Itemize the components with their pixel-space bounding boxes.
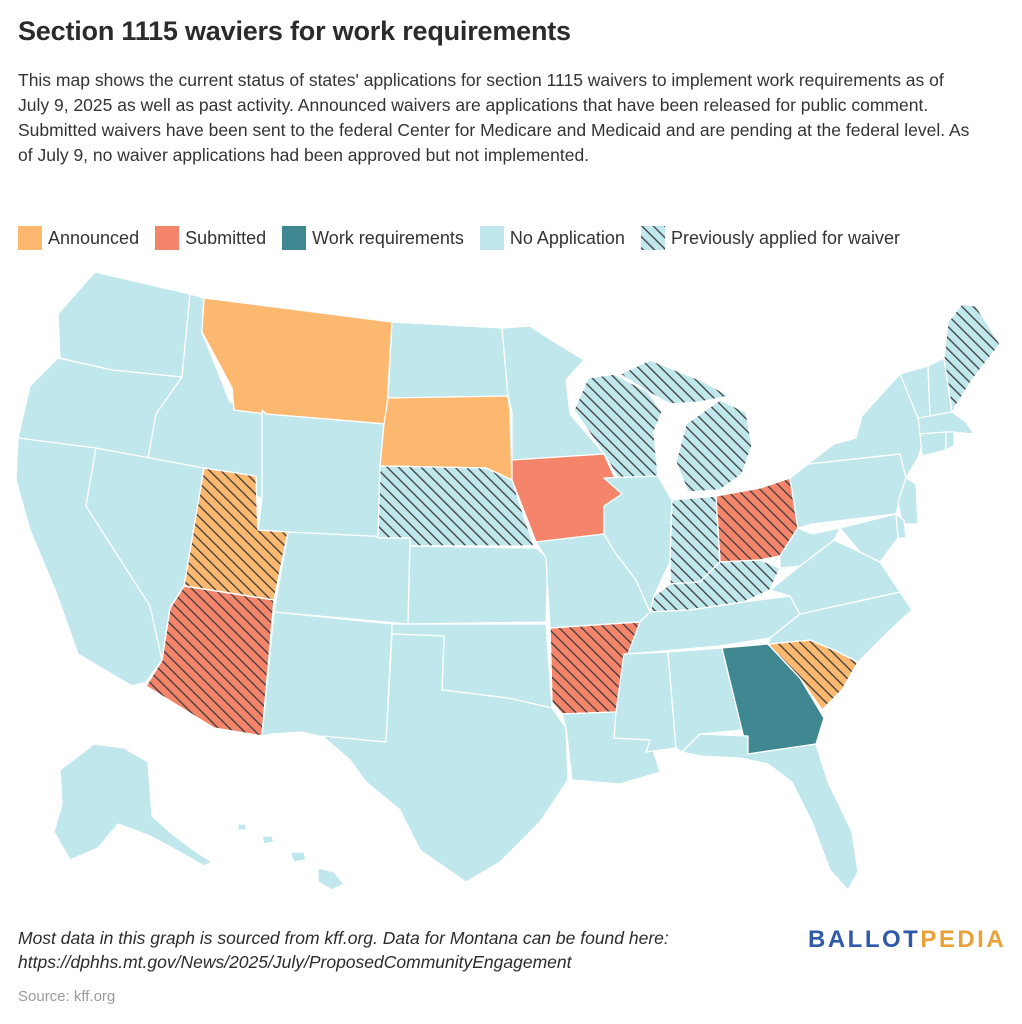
state-hawaii-big <box>317 867 345 891</box>
legend-swatch-previously-applied <box>640 226 665 250</box>
legend-swatch-no-application <box>479 226 504 250</box>
legend-item-no-application: No Application <box>479 226 625 250</box>
legend-item-submitted: Submitted <box>155 226 266 250</box>
state-wyoming <box>257 409 387 539</box>
footnote: Most data in this graph is sourced from … <box>18 928 669 972</box>
legend-item-announced: Announced <box>18 226 139 250</box>
state-hawaii-kauai <box>237 823 247 831</box>
source-note: Source: kff.org <box>18 988 116 1005</box>
state-delaware <box>895 513 907 539</box>
legend-label-announced: Announced <box>48 227 140 248</box>
state-north-dakota <box>387 321 509 399</box>
state-washington <box>57 271 191 378</box>
ballotpedia-logo: BALLOTPEDIA <box>808 926 1006 954</box>
state-kansas <box>407 545 549 625</box>
legend-label-previously-applied: Previously applied for waiver <box>670 227 901 248</box>
legend-swatch-announced <box>18 226 42 250</box>
state-michigan-hatch <box>675 399 753 493</box>
legend-label-work-requirements: Work requirements <box>312 227 464 248</box>
logo-part-pedia: PEDIA <box>920 926 1007 953</box>
state-alaska <box>53 743 213 867</box>
state-new-mexico <box>261 611 393 743</box>
state-maryland <box>839 513 899 563</box>
legend-item-previously-applied: Previously applied for waiver <box>640 226 901 250</box>
state-connecticut <box>919 431 947 457</box>
state-colorado <box>273 531 411 625</box>
state-minnesota <box>501 325 605 461</box>
state-illinois <box>603 475 673 613</box>
state-new-jersey <box>897 477 919 525</box>
logo-part-ballot: BALLOT <box>808 926 921 953</box>
legend: Announced Submitted Work requirements No… <box>18 226 900 250</box>
state-maine-hatch <box>943 303 1001 413</box>
legend-swatch-submitted <box>155 226 180 250</box>
us-map-svg <box>15 271 1001 891</box>
state-wisconsin-hatch <box>573 373 663 479</box>
map-description: This map shows the current status of sta… <box>18 70 970 165</box>
state-nebraska-hatch <box>377 465 535 547</box>
us-map <box>0 262 1022 902</box>
state-west-virginia <box>779 527 841 569</box>
legend-item-work-requirements: Work requirements <box>282 226 464 250</box>
state-hawaii-maui <box>289 851 307 863</box>
state-mississippi <box>613 651 677 753</box>
state-rhode-island <box>945 431 955 451</box>
state-florida <box>681 733 859 891</box>
legend-swatch-work-requirements <box>282 226 307 250</box>
legend-label-submitted: Submitted <box>185 227 267 248</box>
legend-label-no-application: No Application <box>509 227 625 248</box>
state-arizona-hatch <box>145 585 275 737</box>
state-texas <box>321 633 569 883</box>
state-hawaii-oahu <box>261 835 275 845</box>
state-michigan-up-hatch <box>619 359 731 405</box>
map-title: Section 1115 waviers for work requiremen… <box>18 16 571 46</box>
